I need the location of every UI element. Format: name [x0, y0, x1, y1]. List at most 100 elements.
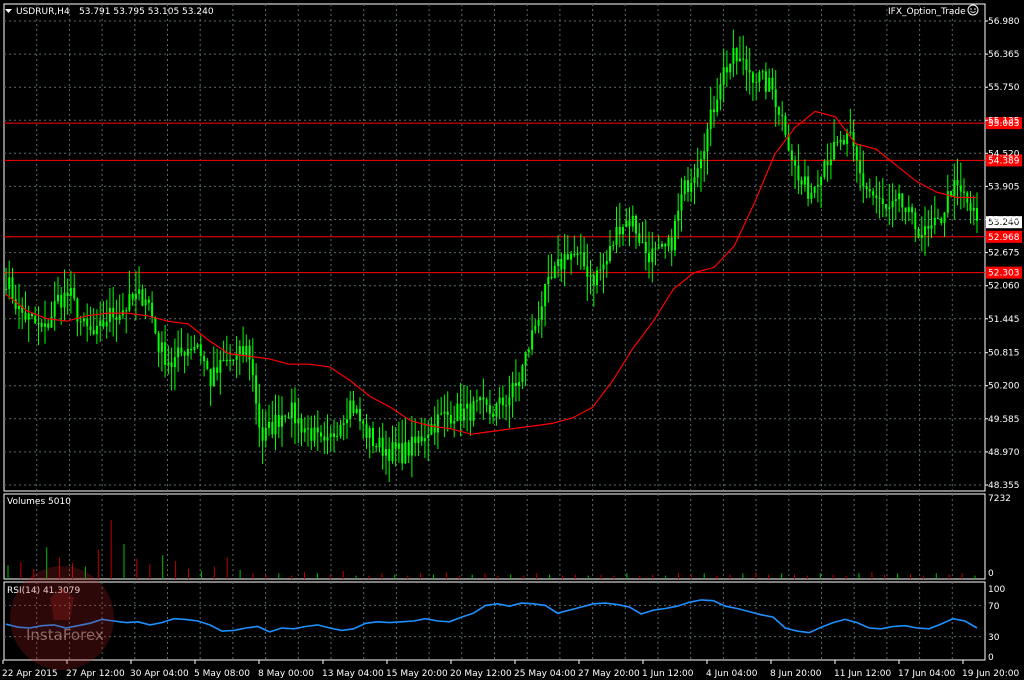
candle-body: [622, 227, 624, 235]
candle-body: [118, 315, 121, 320]
collapse-icon[interactable]: [5, 9, 12, 13]
candle-body: [138, 289, 141, 294]
candle-body: [430, 424, 433, 435]
candle-body: [423, 438, 426, 442]
candle-body: [60, 295, 63, 308]
candle-body: [777, 107, 780, 115]
candle-body: [618, 227, 621, 235]
candle-body: [488, 404, 491, 414]
level-label: 55.083: [988, 119, 1020, 129]
candle-body: [768, 77, 771, 92]
candle-body: [859, 160, 862, 174]
candle-body: [943, 212, 946, 223]
candle-body: [359, 408, 361, 422]
candle-body: [891, 201, 894, 208]
candle-body: [605, 261, 608, 265]
candle-body: [164, 342, 167, 365]
candle-body: [751, 72, 754, 83]
time-label: 19 Jun 20:00: [962, 669, 1019, 679]
rsi-tick-0: 0: [988, 653, 994, 663]
candle-body: [976, 207, 978, 221]
level-label-bg: [986, 230, 1022, 243]
candle-body: [160, 342, 163, 352]
candle-body: [134, 293, 137, 300]
candle-body: [738, 58, 741, 62]
volume-bars: [7, 520, 976, 579]
candle-body: [76, 298, 79, 322]
candle-body: [469, 403, 472, 421]
candle-body: [570, 253, 573, 260]
candle-body: [11, 277, 14, 300]
candle-body: [654, 248, 657, 250]
candle-body: [365, 423, 368, 438]
candle-body: [761, 71, 764, 73]
candle-body: [125, 310, 128, 312]
candle-body: [677, 210, 680, 221]
candle-body: [219, 360, 222, 373]
candle-body: [368, 428, 371, 438]
candle-body: [342, 423, 345, 425]
candle-body: [816, 185, 819, 187]
candle-body: [729, 63, 732, 73]
candle-body: [920, 235, 923, 238]
candle-body: [937, 217, 939, 219]
candle-body: [453, 421, 456, 424]
price-tick-label: 53.905: [988, 182, 1020, 192]
candle-body: [674, 220, 676, 251]
time-label: 1 Jun 12:00: [642, 669, 694, 679]
time-label: 25 May 04:00: [514, 669, 576, 679]
candle-body: [657, 246, 660, 249]
candles: [5, 29, 978, 482]
time-label: 20 May 12:00: [450, 669, 512, 679]
candle-body: [709, 109, 712, 129]
price-tick-label: 50.815: [988, 349, 1020, 359]
candle-body: [196, 344, 199, 347]
level-label: 52.968: [988, 233, 1020, 243]
candle-body: [644, 242, 647, 254]
candle-body: [222, 360, 225, 362]
candle-body: [492, 413, 495, 417]
candle-body: [339, 424, 342, 436]
candle-body: [427, 434, 430, 439]
candle-body: [294, 402, 296, 424]
candle-body: [53, 301, 56, 317]
moving-average: [5, 110, 977, 435]
candle-body: [946, 191, 949, 213]
candle-body: [229, 359, 232, 361]
candle-body: [865, 186, 868, 190]
indicator-name: IFX_Option_Trade: [888, 7, 966, 17]
smiley-icon[interactable]: [967, 4, 979, 16]
candle-body: [232, 359, 235, 361]
chart-header: USDRUR,H4 53.791 53.795 53.105 53.240 IF…: [5, 4, 979, 17]
candle-body: [716, 99, 719, 112]
time-label: 13 May 04:00: [322, 669, 384, 679]
candle-body: [583, 252, 586, 267]
volume-pane[interactable]: [3, 493, 986, 580]
candle-body: [14, 299, 17, 309]
candle-body: [651, 248, 654, 263]
price-pane[interactable]: [3, 3, 986, 492]
candle-body: [326, 437, 329, 441]
candle-body: [501, 397, 504, 406]
candle-body: [21, 305, 24, 313]
candle-body: [518, 382, 521, 386]
current-price-bg: [986, 216, 1022, 229]
candle-body: [648, 253, 650, 263]
candle-body: [901, 193, 904, 208]
candle-body: [609, 246, 611, 261]
candle-body: [173, 357, 176, 367]
candle-body: [24, 312, 27, 320]
candle-body: [933, 217, 936, 226]
candle-body: [687, 180, 689, 192]
price-tick-label: 48.970: [988, 448, 1020, 458]
price-axis: 56.980 56.365 55.750 55.135 54.520 53.905 53.2…: [985, 17, 1020, 491]
candle-body: [706, 128, 709, 152]
candle-body: [414, 436, 417, 444]
candle-body: [238, 346, 241, 355]
candle-body: [167, 362, 170, 365]
volume-tick-zero: 0: [988, 569, 994, 579]
candle-body: [566, 254, 569, 260]
candle-body: [797, 165, 800, 181]
candle-body: [385, 449, 387, 456]
